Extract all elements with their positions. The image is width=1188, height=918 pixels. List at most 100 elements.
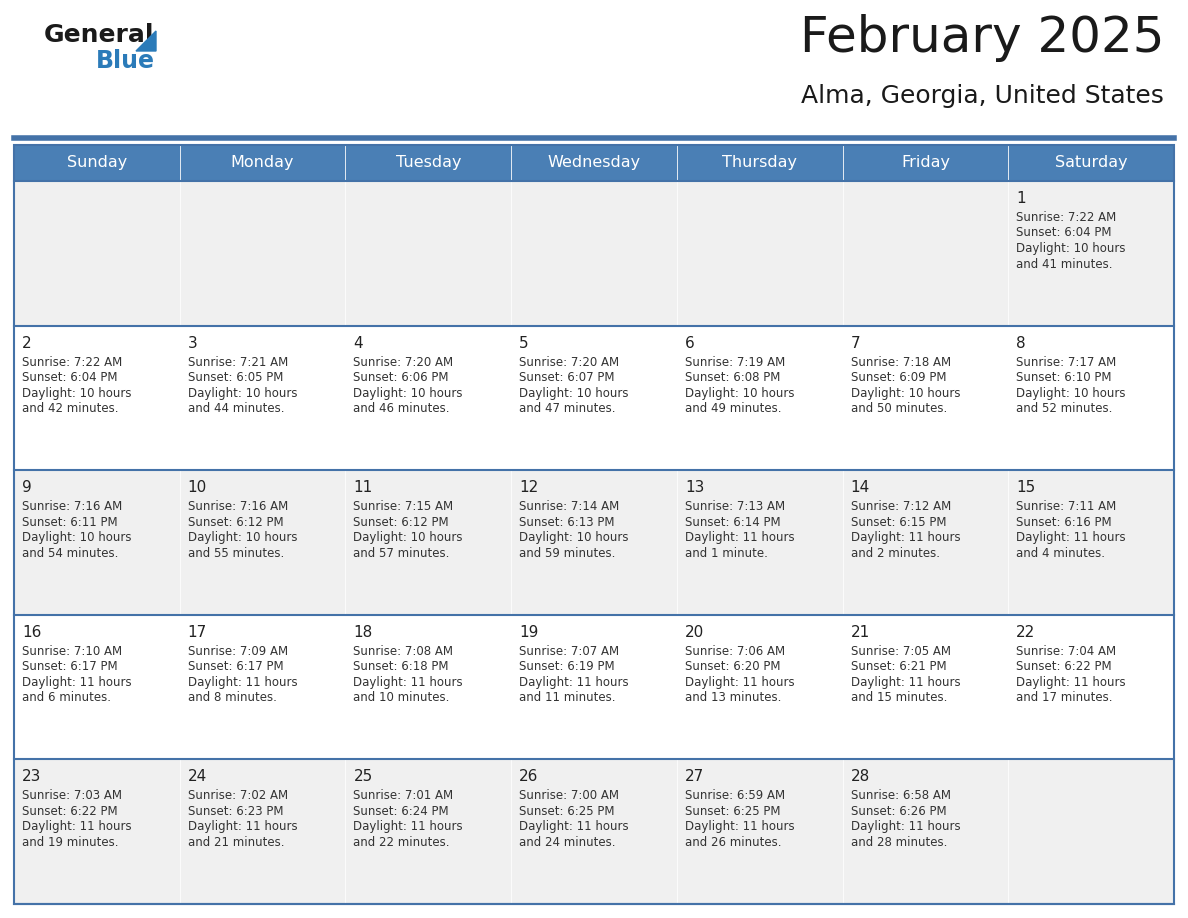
Bar xyxy=(511,326,677,470)
Text: 14: 14 xyxy=(851,480,870,495)
Text: Daylight: 10 hours: Daylight: 10 hours xyxy=(188,386,297,399)
Bar xyxy=(179,145,346,181)
Bar xyxy=(179,326,346,470)
Text: and 11 minutes.: and 11 minutes. xyxy=(519,691,615,704)
Text: Sunrise: 7:06 AM: Sunrise: 7:06 AM xyxy=(684,644,785,658)
Text: 23: 23 xyxy=(23,769,42,784)
Text: Sunrise: 7:16 AM: Sunrise: 7:16 AM xyxy=(23,500,122,513)
Text: Daylight: 10 hours: Daylight: 10 hours xyxy=(1016,242,1126,255)
Text: Sunset: 6:04 PM: Sunset: 6:04 PM xyxy=(1016,227,1112,240)
Text: Friday: Friday xyxy=(901,155,950,171)
Text: and 17 minutes.: and 17 minutes. xyxy=(1016,691,1113,704)
Text: Daylight: 11 hours: Daylight: 11 hours xyxy=(1016,532,1126,544)
Bar xyxy=(1009,470,1174,615)
Text: Sunrise: 7:12 AM: Sunrise: 7:12 AM xyxy=(851,500,950,513)
Text: and 6 minutes.: and 6 minutes. xyxy=(23,691,110,704)
Text: and 2 minutes.: and 2 minutes. xyxy=(851,547,940,560)
Text: 22: 22 xyxy=(1016,625,1036,640)
Text: 28: 28 xyxy=(851,769,870,784)
Bar xyxy=(346,326,511,470)
Text: Sunset: 6:08 PM: Sunset: 6:08 PM xyxy=(684,371,781,384)
Text: Wednesday: Wednesday xyxy=(548,155,640,171)
Text: Sunset: 6:18 PM: Sunset: 6:18 PM xyxy=(353,660,449,673)
Text: Sunrise: 7:22 AM: Sunrise: 7:22 AM xyxy=(23,355,122,369)
Bar xyxy=(677,470,842,615)
Text: Sunrise: 7:19 AM: Sunrise: 7:19 AM xyxy=(684,355,785,369)
Text: Sunrise: 6:58 AM: Sunrise: 6:58 AM xyxy=(851,789,950,802)
Text: Sunrise: 7:16 AM: Sunrise: 7:16 AM xyxy=(188,500,287,513)
Text: Sunrise: 7:05 AM: Sunrise: 7:05 AM xyxy=(851,644,950,658)
Text: Daylight: 10 hours: Daylight: 10 hours xyxy=(23,532,132,544)
Text: and 52 minutes.: and 52 minutes. xyxy=(1016,402,1113,415)
Bar xyxy=(179,181,346,326)
Text: and 13 minutes.: and 13 minutes. xyxy=(684,691,782,704)
Text: Sunset: 6:25 PM: Sunset: 6:25 PM xyxy=(684,805,781,818)
Text: 15: 15 xyxy=(1016,480,1036,495)
Text: Daylight: 10 hours: Daylight: 10 hours xyxy=(684,386,795,399)
Bar xyxy=(1009,615,1174,759)
Bar xyxy=(842,615,1009,759)
Text: Sunrise: 7:21 AM: Sunrise: 7:21 AM xyxy=(188,355,287,369)
Bar xyxy=(511,181,677,326)
Text: Sunset: 6:12 PM: Sunset: 6:12 PM xyxy=(353,516,449,529)
Text: Daylight: 11 hours: Daylight: 11 hours xyxy=(684,821,795,834)
Text: Sunrise: 7:00 AM: Sunrise: 7:00 AM xyxy=(519,789,619,802)
Text: Sunset: 6:20 PM: Sunset: 6:20 PM xyxy=(684,660,781,673)
Text: Sunrise: 7:02 AM: Sunrise: 7:02 AM xyxy=(188,789,287,802)
Text: Sunset: 6:24 PM: Sunset: 6:24 PM xyxy=(353,805,449,818)
Bar xyxy=(677,759,842,904)
Text: and 19 minutes.: and 19 minutes. xyxy=(23,836,119,849)
Text: 20: 20 xyxy=(684,625,704,640)
Bar xyxy=(677,145,842,181)
Text: and 46 minutes.: and 46 minutes. xyxy=(353,402,450,415)
Text: Tuesday: Tuesday xyxy=(396,155,461,171)
Text: Sunrise: 7:11 AM: Sunrise: 7:11 AM xyxy=(1016,500,1117,513)
Text: Daylight: 11 hours: Daylight: 11 hours xyxy=(851,676,960,688)
Bar xyxy=(346,470,511,615)
Text: and 4 minutes.: and 4 minutes. xyxy=(1016,547,1105,560)
Text: Sunset: 6:04 PM: Sunset: 6:04 PM xyxy=(23,371,118,384)
Text: Daylight: 10 hours: Daylight: 10 hours xyxy=(851,386,960,399)
Bar xyxy=(511,759,677,904)
Bar xyxy=(14,145,179,181)
Text: Daylight: 10 hours: Daylight: 10 hours xyxy=(188,532,297,544)
Bar xyxy=(511,470,677,615)
Bar xyxy=(346,181,511,326)
Bar xyxy=(677,615,842,759)
Text: 12: 12 xyxy=(519,480,538,495)
Text: 1: 1 xyxy=(1016,191,1026,206)
Text: and 24 minutes.: and 24 minutes. xyxy=(519,836,615,849)
Text: Blue: Blue xyxy=(96,49,154,73)
Text: Daylight: 11 hours: Daylight: 11 hours xyxy=(684,676,795,688)
Bar xyxy=(842,759,1009,904)
Text: and 22 minutes.: and 22 minutes. xyxy=(353,836,450,849)
Text: 26: 26 xyxy=(519,769,538,784)
Text: Sunset: 6:22 PM: Sunset: 6:22 PM xyxy=(23,805,118,818)
Text: 13: 13 xyxy=(684,480,704,495)
Text: Sunrise: 7:18 AM: Sunrise: 7:18 AM xyxy=(851,355,950,369)
Text: Sunday: Sunday xyxy=(67,155,127,171)
Bar xyxy=(842,181,1009,326)
Text: General: General xyxy=(44,23,154,47)
Text: Sunrise: 7:17 AM: Sunrise: 7:17 AM xyxy=(1016,355,1117,369)
Text: Sunset: 6:11 PM: Sunset: 6:11 PM xyxy=(23,516,118,529)
Text: Sunset: 6:07 PM: Sunset: 6:07 PM xyxy=(519,371,614,384)
Text: and 26 minutes.: and 26 minutes. xyxy=(684,836,782,849)
Text: 4: 4 xyxy=(353,336,364,351)
Text: 21: 21 xyxy=(851,625,870,640)
Bar xyxy=(1009,326,1174,470)
Text: 27: 27 xyxy=(684,769,704,784)
Bar xyxy=(14,470,179,615)
Bar xyxy=(14,181,179,326)
Bar xyxy=(511,145,677,181)
Text: Sunset: 6:15 PM: Sunset: 6:15 PM xyxy=(851,516,946,529)
Text: Sunrise: 7:09 AM: Sunrise: 7:09 AM xyxy=(188,644,287,658)
Text: Sunrise: 7:04 AM: Sunrise: 7:04 AM xyxy=(1016,644,1117,658)
Text: Sunrise: 7:22 AM: Sunrise: 7:22 AM xyxy=(1016,211,1117,224)
Text: and 50 minutes.: and 50 minutes. xyxy=(851,402,947,415)
Text: 3: 3 xyxy=(188,336,197,351)
Text: Sunset: 6:22 PM: Sunset: 6:22 PM xyxy=(1016,660,1112,673)
Text: Sunset: 6:25 PM: Sunset: 6:25 PM xyxy=(519,805,614,818)
Text: Sunrise: 6:59 AM: Sunrise: 6:59 AM xyxy=(684,789,785,802)
Text: 17: 17 xyxy=(188,625,207,640)
